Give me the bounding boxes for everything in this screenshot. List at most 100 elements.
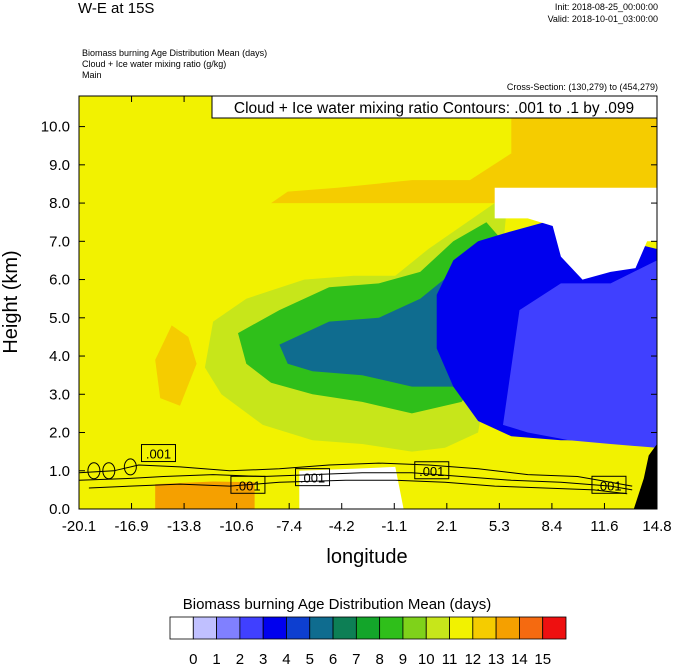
- colorbar-swatch: [449, 616, 474, 640]
- y-tick-label: 5.0: [49, 310, 70, 327]
- contour-label-0: .001: [146, 447, 171, 462]
- region-orange-surface: [155, 481, 255, 509]
- x-tick-label: -10.6: [220, 518, 254, 535]
- x-tick-label: -7.4: [276, 518, 302, 535]
- valid-time: Valid: 2018-10-01_03:00:00: [547, 14, 658, 24]
- field-line-3: Main: [82, 70, 102, 80]
- colorbar-label: 3: [259, 651, 267, 667]
- y-tick-label: 8.0: [49, 195, 70, 212]
- y-tick-label: 6.0: [49, 272, 70, 289]
- y-tick-label: 3.0: [49, 386, 70, 403]
- region-upper-orange: [271, 138, 657, 204]
- y-tick-label: 2.0: [49, 425, 70, 442]
- contour-line-1: [78, 472, 633, 491]
- colorbar-swatch: [169, 616, 194, 640]
- region-blue-deep: [503, 260, 657, 448]
- cross-section-label: Cross-Section: (130,279) to (454,279): [506, 82, 658, 92]
- colorbar-swatch: [402, 616, 427, 640]
- x-tick-label: -1.1: [381, 518, 407, 535]
- y-tick-label: 1.0: [49, 463, 70, 480]
- x-tick-label: 14.8: [642, 518, 671, 535]
- region-white-cloud: [494, 187, 657, 280]
- y-tick-label: 10.0: [41, 119, 70, 136]
- contour-loop-1: [102, 462, 116, 480]
- x-tick-label: -20.1: [62, 518, 96, 535]
- x-axis-label: longitude: [326, 546, 407, 568]
- colorbar-swatch: [355, 616, 381, 640]
- x-tick-label: -4.2: [329, 518, 355, 535]
- x-axis-ticks: -20.1 -16.9 -13.8 -10.6 -7.4 -4.2 -1.1 2.1 5.3 8.…: [62, 96, 672, 535]
- contour-label-box-4: [591, 475, 627, 494]
- colorbar-swatch: [309, 616, 334, 640]
- contour-label-2: .001: [300, 471, 325, 486]
- x-tick-label: 5.3: [489, 518, 510, 535]
- x-tick-label: -16.9: [114, 518, 148, 535]
- contour-label-box-0: [140, 444, 176, 463]
- colorbar-label: 8: [375, 651, 383, 667]
- colorbar-swatch: [472, 616, 497, 640]
- init-valid-times: Init: 2018-08-25_00:00:00 Valid: 2018-10…: [548, 1, 658, 25]
- colorbar-label: 14: [511, 651, 528, 667]
- y-tick-label: 0.0: [49, 501, 70, 518]
- colorbar-swatch: [192, 616, 217, 640]
- colorbar-title: Biomass burning Age Distribution Mean (d…: [182, 596, 492, 613]
- fill-regions: [79, 96, 657, 509]
- x-tick-label: -13.8: [167, 518, 201, 535]
- colorbar: 0 1 2 3 4 5 6 7 8 9 10 11 12 13 14 15: [169, 616, 567, 667]
- contour-labels: .001 .001 .001 .001 .001: [140, 444, 627, 494]
- contour-label-box-2: [295, 468, 331, 487]
- colorbar-label: 6: [329, 651, 337, 667]
- colorbar-swatch: [262, 616, 287, 640]
- colorbar-label: 13: [488, 651, 505, 667]
- field-descriptions: Biomass burning Age Distribution Mean (d…: [82, 48, 267, 81]
- y-axis-label: Height (km): [0, 250, 22, 353]
- contour-label-1: .001: [235, 478, 260, 493]
- colorbar-label: 15: [534, 651, 551, 667]
- colorbar-swatch: [332, 616, 357, 640]
- y-tick-label: 4.0: [49, 348, 70, 365]
- colorbar-label: 2: [236, 651, 244, 667]
- x-tick-label: 11.6: [590, 518, 618, 535]
- contour-loop-0: [87, 462, 101, 480]
- colorbar-swatch: [519, 616, 544, 640]
- field-line-1: Biomass burning Age Distribution Mean (d…: [82, 48, 268, 58]
- contour-label-3: .001: [419, 464, 444, 479]
- contour-line-2: [88, 479, 628, 495]
- field-line-2: Cloud + Ice water mixing ratio (g/kg): [82, 59, 227, 69]
- contour-info-box: Cloud + Ice water mixing ratio Contours:…: [211, 95, 658, 119]
- region-terrain: [633, 444, 657, 509]
- contour-label-box-3: [414, 461, 450, 480]
- contour-label-4: .001: [596, 478, 621, 493]
- colorbar-label: 11: [442, 651, 458, 667]
- y-tick-label: 9.0: [49, 157, 70, 174]
- colorbar-swatch: [425, 616, 450, 640]
- colorbar-label: 0: [189, 651, 197, 667]
- x-tick-label: 2.1: [436, 518, 457, 535]
- colorbar-swatch: [286, 616, 311, 640]
- init-time: Init: 2018-08-25_00:00:00: [554, 2, 658, 12]
- colorbar-label: 10: [418, 651, 435, 667]
- colorbar-swatch: [216, 616, 241, 640]
- contour-lines: [78, 458, 633, 495]
- y-tick-label: 7.0: [49, 233, 70, 250]
- x-tick-label: 8.4: [541, 518, 562, 535]
- colorbar-swatch: [379, 616, 404, 640]
- colorbar-label: 5: [306, 651, 314, 667]
- y-axis-ticks: 0.0 1.0 2.0 3.0 4.0 5.0 6.0 7.0 8.0 9.0 10.0: [41, 119, 657, 518]
- colorbar-swatch: [542, 616, 567, 640]
- colorbar-label: 9: [399, 651, 407, 667]
- region-orange-west: [155, 325, 197, 406]
- contour-line-0: [78, 462, 633, 487]
- colorbar-label: 1: [212, 651, 220, 667]
- colorbar-label: 12: [464, 651, 481, 667]
- colorbar-label: 7: [352, 651, 360, 667]
- contour-info-text: Cloud + Ice water mixing ratio Contours:…: [234, 100, 634, 117]
- contour-label-box-1: [230, 475, 266, 494]
- contour-loop-2: [123, 458, 137, 476]
- colorbar-swatch: [239, 616, 264, 640]
- colorbar-swatch: [495, 616, 520, 640]
- colorbar-label: 4: [282, 651, 290, 667]
- region-upper-orange-right: [511, 107, 657, 154]
- chart-title: W-E at 15S: [78, 0, 155, 17]
